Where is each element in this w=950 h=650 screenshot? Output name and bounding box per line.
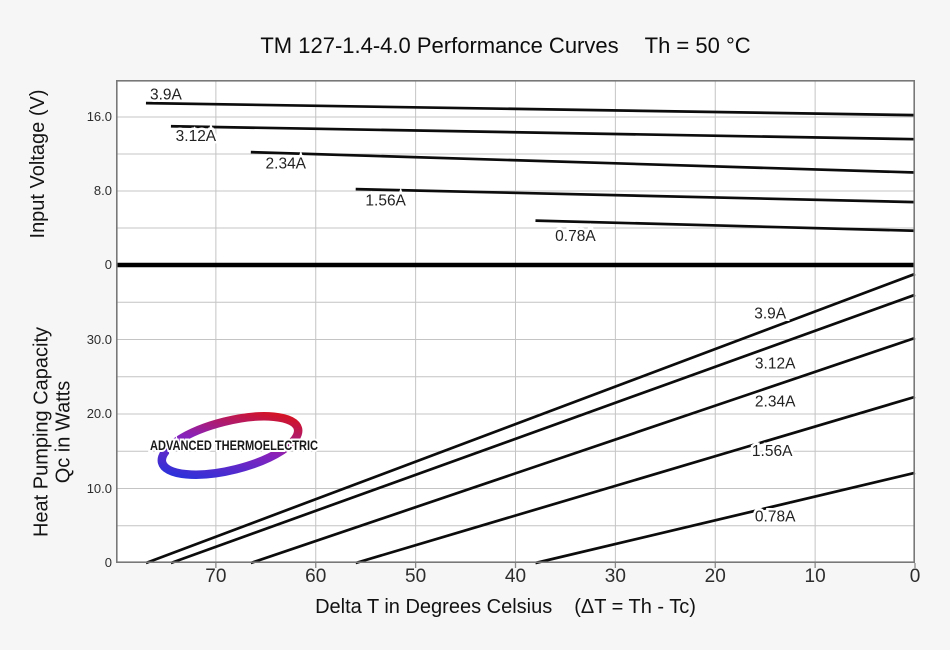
performance-chart: ADVANCED THERMOELECTRIC 3.9A 3.9A 3.12A 3.12… <box>116 80 916 568</box>
voltage-curve-label-0.78A: 0.78A <box>555 228 596 245</box>
chart-title: TM 127-1.4-4.0 Performance Curves Th = 50… <box>106 33 905 59</box>
x-tick-label: 10 <box>804 566 826 587</box>
plot-area: ADVANCED THERMOELECTRIC 3.9A 3.9A 3.12A 3.12… <box>116 80 916 568</box>
qc-curve-label-3.9A: 3.9A <box>754 306 787 323</box>
y-axis-title-qc-line1: Heat Pumping Capacity <box>30 326 53 538</box>
qc-curve-label-1.56A: 1.56A <box>752 443 793 460</box>
y-tick-label-voltage: 16.0 <box>86 109 112 124</box>
x-axis-title-text: Delta T in Degrees Celsius <box>315 596 553 618</box>
y-axis-title-qc-line2: Qc in Watts <box>53 380 75 484</box>
chart-title-main: TM 127-1.4-4.0 Performance Curves <box>260 33 619 58</box>
logo-swoosh-ellipse <box>157 412 303 479</box>
qc-curve-0.78A <box>535 471 916 565</box>
voltage-curve-1.56A <box>355 187 916 204</box>
x-axis-annotation: (ΔT = Th - Tc) <box>574 596 696 618</box>
voltage-curve-label-3.9A: 3.9A <box>150 86 183 103</box>
qc-curve-3.9A <box>145 272 916 565</box>
voltage-curve-3.9A <box>145 101 916 117</box>
qc-curve-label-2.34A: 2.34A <box>755 394 796 411</box>
x-tick-label: 40 <box>504 566 527 587</box>
logo-text: ADVANCED THERMOELECTRIC <box>150 437 318 453</box>
x-tick-label: 30 <box>604 566 626 587</box>
voltage-curve-2.34A <box>250 150 916 174</box>
y-tick-label-voltage: 8.0 <box>93 183 112 198</box>
qc-curve-2.34A <box>250 336 916 565</box>
voltage-curve-label-1.56A: 1.56A <box>365 193 406 210</box>
x-tick-label: 70 <box>205 566 227 587</box>
qc-curve-3.12A <box>170 293 916 565</box>
qc-curve-label-0.78A: 0.78A <box>755 508 796 525</box>
voltage-curve-3.12A <box>170 124 916 141</box>
qc-curve-1.56A <box>355 395 916 565</box>
x-tick-label: 20 <box>704 566 726 587</box>
y-tick-label-voltage: 0 <box>104 257 112 272</box>
y-axis-title-voltage: Input Voltage (V) <box>26 89 49 239</box>
y-axis-title-qc: Heat Pumping Capacity Qc in Watts <box>31 327 76 537</box>
plot-border <box>116 80 916 563</box>
y-tick-label-qc: 0 <box>104 555 112 570</box>
voltage-curve-label-3.12A: 3.12A <box>176 128 217 145</box>
x-axis-title: Delta T in Degrees Celsius (ΔT = Th - Tc) <box>106 596 905 619</box>
voltage-curve-0.78A <box>535 219 916 233</box>
x-tick-label: 60 <box>305 566 327 587</box>
x-tick-label: 0 <box>909 566 921 587</box>
voltage-curve-label-2.34A: 2.34A <box>266 156 307 173</box>
chart-title-condition: Th = 50 °C <box>644 33 751 58</box>
qc-curve-label-3.12A: 3.12A <box>755 356 796 373</box>
x-tick-label: 50 <box>405 566 427 587</box>
